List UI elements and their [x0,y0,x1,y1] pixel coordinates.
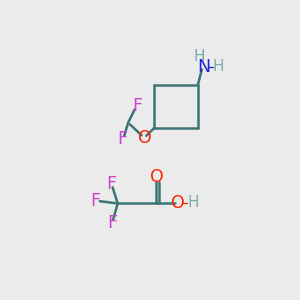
Text: F: F [117,130,128,148]
Text: N: N [197,58,210,76]
Text: O: O [138,129,151,147]
Text: F: F [106,175,116,193]
Text: H: H [194,49,205,64]
Text: F: F [91,192,100,210]
Text: O: O [171,194,185,212]
Text: O: O [150,168,164,186]
Text: F: F [132,97,142,115]
Text: H: H [188,195,199,210]
Text: F: F [107,214,117,232]
Text: H: H [212,58,224,74]
